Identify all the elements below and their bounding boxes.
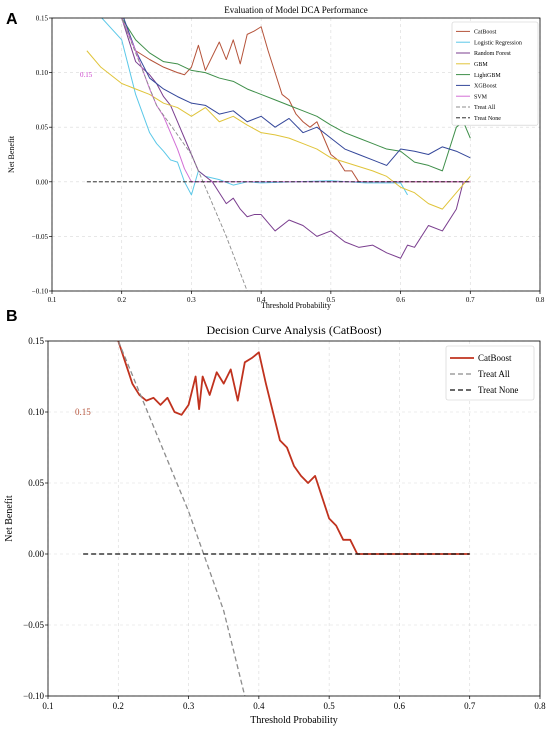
legend-box	[445, 345, 535, 401]
x-tick-label: 0.1	[42, 701, 53, 711]
x-tick-label: 0.2	[117, 296, 126, 304]
legend-entry: Treat None	[478, 385, 518, 395]
y-tick-label: −0.10	[23, 691, 44, 701]
y-tick-label: 0.05	[36, 124, 49, 132]
x-tick-label: 0.3	[183, 701, 195, 711]
series-line-svm	[121, 18, 471, 183]
series-line-gbm	[86, 50, 471, 210]
x-tick-label: 0.7	[464, 701, 476, 711]
x-tick-label: 0.6	[394, 701, 406, 711]
y-axis-label: Net Benefit	[4, 495, 15, 542]
panel-letter: A	[6, 11, 18, 28]
y-tick-label: −0.10	[32, 287, 49, 295]
annotation-label: 0.15	[80, 71, 93, 79]
x-tick-label: 0.4	[257, 296, 266, 304]
x-axis-label: Threshold Probability	[250, 715, 338, 726]
legend-entry: GBM	[474, 62, 488, 68]
x-tick-label: 0.4	[253, 701, 265, 711]
series-line-treat-all	[117, 341, 246, 696]
y-tick-label: 0.05	[28, 478, 44, 488]
legend-entry: Treat All	[474, 105, 496, 111]
series-group	[86, 18, 471, 291]
series-line-random-forest	[120, 18, 464, 259]
x-tick-label: 0.5	[324, 701, 336, 711]
legend-entry: LightGBM	[474, 73, 501, 79]
annotation-label: 0.15	[75, 407, 91, 417]
x-tick-label: 0.8	[534, 701, 546, 711]
y-tick-label: 0.10	[36, 69, 49, 77]
chart-title: Decision Curve Analysis (CatBoost)	[207, 323, 382, 337]
series-line-catboost	[116, 341, 470, 555]
legend-entry: CatBoost	[478, 353, 512, 363]
plot-frame	[51, 17, 541, 292]
series-group	[83, 341, 470, 696]
x-tick-label: 0.2	[113, 701, 124, 711]
legend-entry: Treat All	[478, 369, 510, 379]
y-tick-label: 0.15	[36, 14, 49, 22]
y-tick-label: 0.10	[28, 407, 44, 417]
y-tick-label: 0.00	[28, 549, 44, 559]
series-line-lightgbm	[121, 18, 471, 172]
plot-frame	[47, 340, 541, 697]
legend-entry: XGBoost	[474, 84, 497, 90]
series-line-treat-all	[121, 18, 248, 291]
legend: CatBoost Logistic Regression Random Forest…	[451, 21, 539, 126]
panel-letter: B	[6, 308, 18, 325]
series-line-xgboost	[123, 18, 471, 166]
legend-entry: CatBoost	[474, 30, 497, 36]
x-tick-label: 0.8	[536, 296, 545, 304]
x-tick-label: 0.5	[326, 296, 335, 304]
chart-title: Evaluation of Model DCA Performance	[224, 5, 367, 15]
panel-b: B Decision Curve Analysis (CatBoost) 0.1 0.…	[4, 308, 546, 726]
y-tick-label: 0.00	[36, 178, 49, 186]
x-axis-label: Threshold Probability	[261, 301, 331, 310]
legend-entry: Treat None	[474, 116, 501, 122]
x-tick-label: 0.6	[396, 296, 405, 304]
legend-entry: Logistic Regression	[474, 40, 522, 46]
x-tick-label: 0.1	[48, 296, 57, 304]
y-tick-label: 0.15	[28, 336, 44, 346]
x-tick-label: 0.7	[466, 296, 475, 304]
legend-entry: SVM	[474, 94, 488, 100]
legend-entry: Random Forest	[474, 51, 511, 57]
series-line-logistic-regression	[101, 18, 408, 196]
series-line-catboost	[120, 18, 471, 183]
y-tick-label: −0.05	[32, 233, 49, 241]
y-tick-label: −0.05	[23, 620, 44, 630]
legend-box	[451, 21, 539, 126]
legend: CatBoost Treat All Treat None	[445, 345, 535, 401]
y-axis-label: Net Benefit	[7, 135, 16, 173]
x-tick-label: 0.3	[187, 296, 196, 304]
